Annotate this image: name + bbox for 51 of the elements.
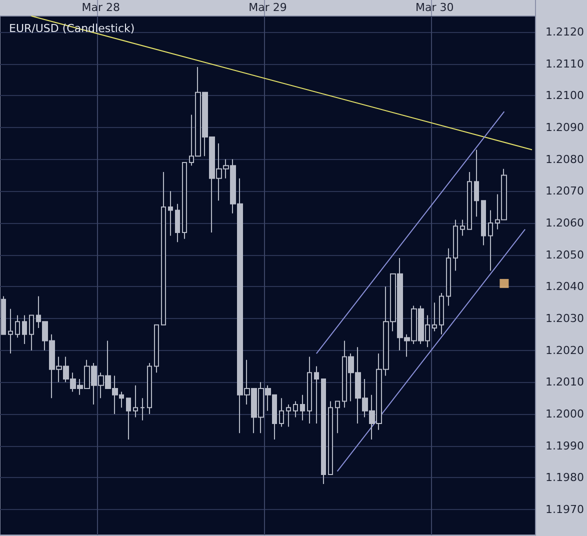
candlestick [307, 356, 312, 424]
y-tick-label: 1.2000 [546, 408, 584, 421]
candlestick [335, 400, 340, 434]
candlestick [1, 296, 6, 335]
candlestick [279, 398, 284, 428]
candlestick [182, 162, 187, 240]
candlestick [147, 362, 152, 415]
candlestick [300, 394, 305, 421]
x-tick-label: Mar 29 [248, 1, 287, 14]
y-tick-label: 1.2070 [546, 184, 584, 198]
x-tick-label: Mar 30 [416, 1, 454, 14]
candlestick [126, 398, 131, 440]
candlestick [460, 219, 465, 236]
candlestick [481, 200, 486, 246]
y-tick-label: 1.1970 [546, 503, 584, 516]
candlestick [474, 149, 479, 218]
candlestick [286, 404, 291, 428]
y-tick-label: 1.2020 [546, 344, 584, 357]
candlestick [321, 378, 326, 485]
y-tick-label: 1.2040 [546, 280, 584, 294]
candlestick [293, 400, 298, 418]
candlestick [453, 219, 458, 272]
candlestick [168, 190, 173, 236]
candlestick [22, 314, 27, 344]
candlestick [446, 248, 451, 306]
y-tick-label: 1.1980 [546, 471, 584, 484]
y-tick-label: 1.2080 [546, 152, 584, 166]
candlestick [314, 366, 319, 424]
candlestick [439, 292, 444, 335]
y-tick-label: 1.2090 [546, 120, 584, 134]
candlestick [488, 210, 493, 272]
candlestick [328, 400, 333, 476]
y-tick-label: 1.2100 [546, 89, 584, 102]
y-tick-label: 1.2060 [546, 216, 584, 230]
candlestick [15, 314, 20, 338]
y-tick-label: 1.2030 [546, 312, 584, 325]
candlestick [29, 314, 34, 351]
candlestick [154, 324, 159, 374]
candlestick [161, 172, 166, 326]
candlestick [133, 384, 138, 418]
y-tick-label: 1.2120 [546, 25, 584, 38]
candlestick [467, 172, 472, 230]
candlestick [432, 302, 437, 332]
y-tick-label: 1.1990 [546, 439, 584, 452]
candlestick [140, 398, 145, 421]
candlestick [8, 308, 13, 354]
y-tick-label: 1.2110 [546, 57, 584, 70]
x-tick-label: Mar 28 [82, 1, 120, 14]
candlestick [175, 203, 180, 243]
y-tick-label: 1.2010 [546, 376, 584, 389]
y-tick-label: 1.2050 [546, 248, 584, 262]
